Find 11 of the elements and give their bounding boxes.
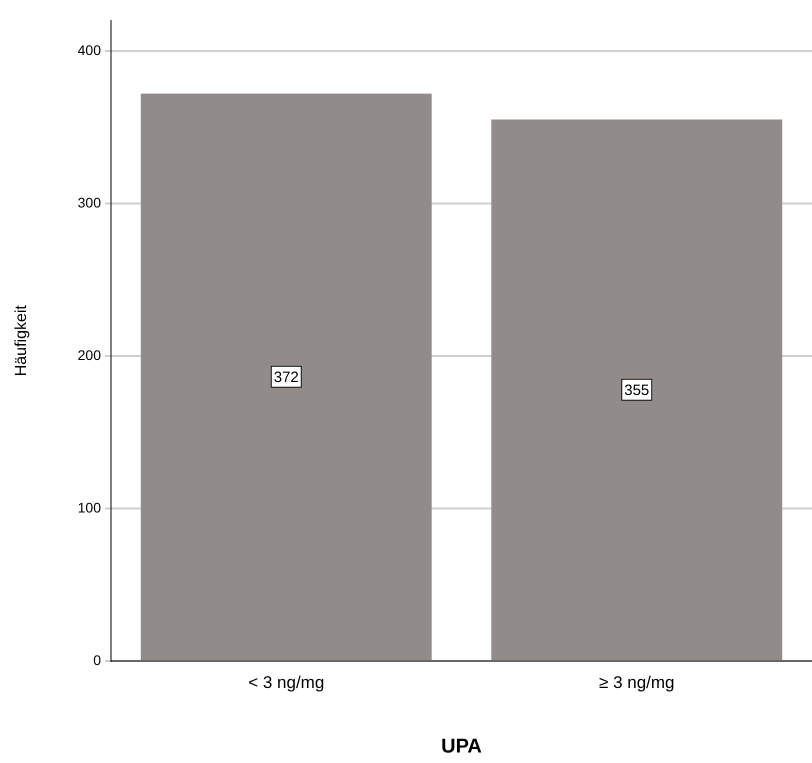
x-tick-label: < 3 ng/mg [248, 672, 324, 692]
y-axis-title: Häufigkeit [13, 304, 30, 376]
y-tick-label: 400 [78, 42, 102, 58]
y-tick-label: 0 [93, 652, 102, 668]
y-tick-label: 100 [78, 499, 102, 516]
x-tick-label: ≥ 3 ng/mg [599, 672, 674, 692]
x-axis-title: UPA [441, 736, 482, 758]
y-tick-label: 200 [78, 346, 102, 363]
data-label: 355 [624, 382, 650, 399]
y-tick-label: 300 [78, 194, 102, 210]
data-label: 372 [274, 368, 299, 386]
